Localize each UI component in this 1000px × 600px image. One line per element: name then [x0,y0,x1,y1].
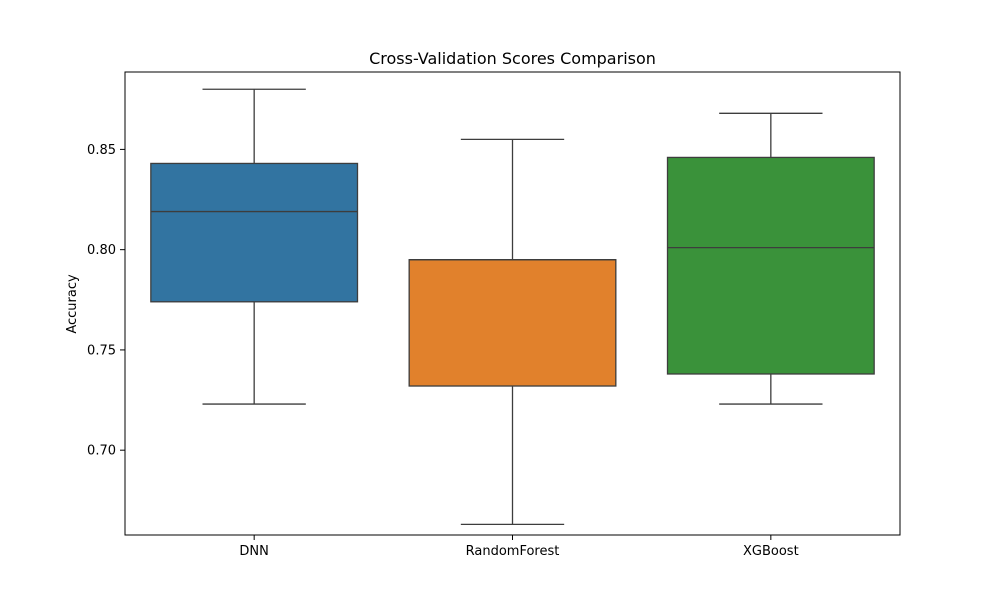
axes-layer: 0.70 0.75 0.80 0.85 DNN RandomForest XGBoost [87,71,901,559]
box-iqr [666,156,875,375]
y-axis-label: Accuracy [65,274,80,334]
chart-title: Cross-Validation Scores Comparison [369,49,656,68]
box-iqr [408,259,617,387]
x-tick-label: RandomForest [466,544,560,559]
box-group-1 [408,138,617,526]
y-tick-label: 0.80 [87,243,116,258]
box-group-2 [666,112,875,405]
boxes-layer [150,88,875,526]
box-group-0 [150,88,359,405]
x-tick-label: DNN [239,544,268,559]
y-tick-label: 0.85 [87,143,116,158]
x-tick-label: XGBoost [743,544,799,559]
y-tick-label: 0.75 [87,343,116,358]
y-tick-label: 0.70 [87,444,116,459]
box-iqr [150,162,359,303]
